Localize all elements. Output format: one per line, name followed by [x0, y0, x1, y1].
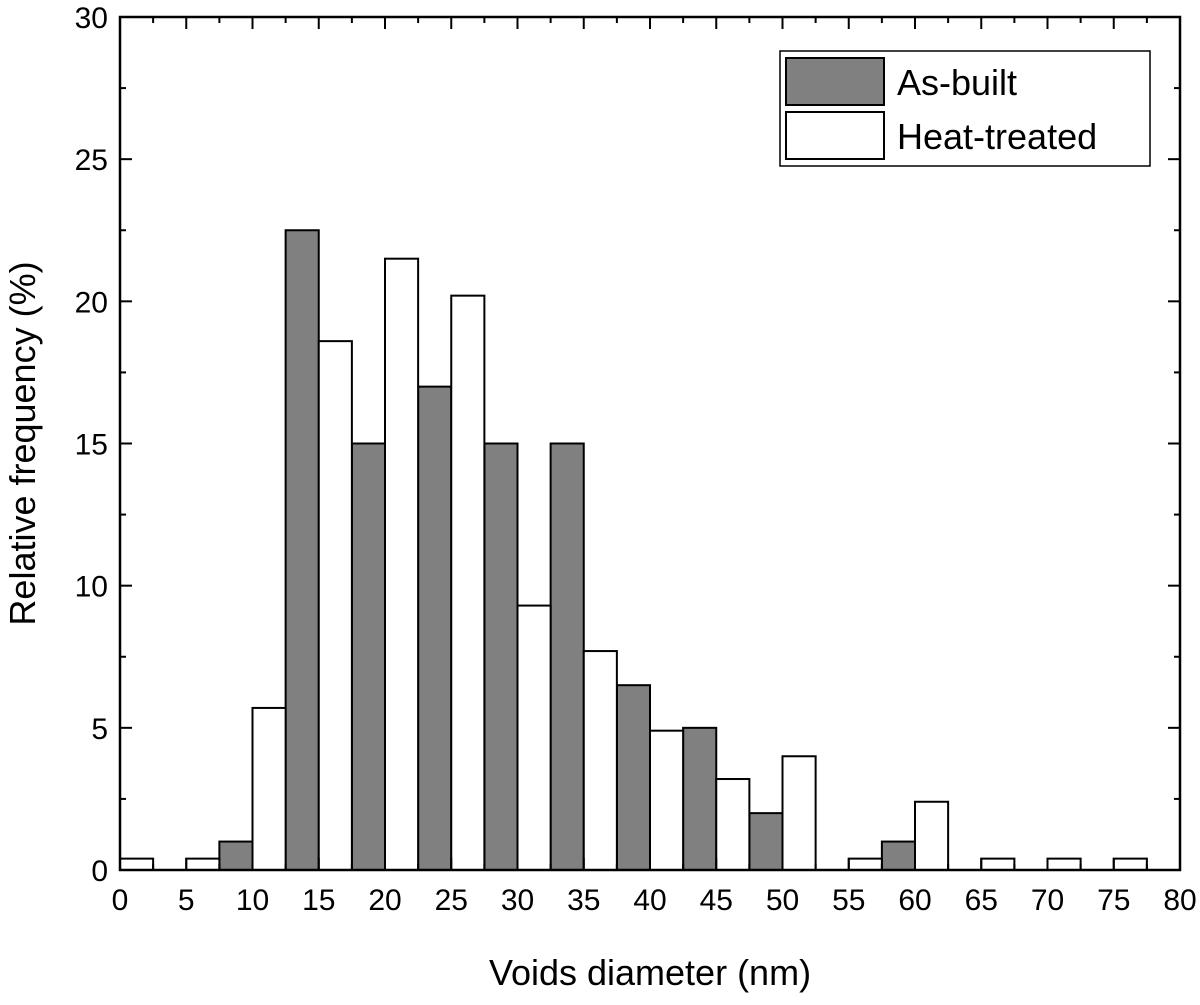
y-tick-label: 15	[75, 429, 108, 462]
bar-as-built	[350, 442, 386, 871]
legend-label-as-built: As-built	[897, 62, 1017, 103]
bar-as-built	[682, 726, 718, 871]
legend: As-built Heat-treated	[779, 50, 1151, 167]
x-tick-label: 55	[832, 884, 865, 917]
tick-labels-layer: 0 5 10 15 20 25 30 35 40 45 50 55 60 65 70 75 80 0 5 10 15 20…	[75, 2, 1197, 917]
bar-as-built	[284, 229, 320, 871]
bars-layer	[119, 229, 1148, 872]
bar-heat-treated	[1046, 857, 1082, 871]
bar-heat-treated	[317, 340, 353, 871]
x-tick-label: 45	[700, 884, 733, 917]
y-tick-label: 0	[91, 855, 108, 888]
bar-heat-treated	[980, 857, 1016, 871]
bar-heat-treated	[914, 800, 950, 872]
y-tick-label: 30	[75, 2, 108, 35]
bar-as-built	[218, 840, 254, 871]
x-tick-label: 5	[178, 884, 195, 917]
bar-as-built	[417, 385, 453, 871]
x-tick-label: 60	[898, 884, 931, 917]
bar-as-built	[748, 812, 784, 872]
x-tick-label: 75	[1097, 884, 1130, 917]
bar-heat-treated	[450, 294, 486, 871]
bar-heat-treated	[185, 857, 221, 871]
x-tick-label: 65	[965, 884, 998, 917]
bar-as-built	[615, 684, 651, 872]
bar-heat-treated	[847, 857, 883, 871]
y-tick-label: 10	[75, 571, 108, 604]
bar-heat-treated	[516, 604, 552, 871]
y-tick-label: 25	[75, 144, 108, 177]
y-axis-title: Relative frequency (%)	[2, 261, 43, 625]
bar-heat-treated	[715, 778, 751, 871]
x-tick-label: 15	[302, 884, 335, 917]
bar-as-built	[483, 442, 519, 871]
bar-as-built	[549, 442, 585, 871]
bar-heat-treated	[384, 257, 420, 871]
x-tick-label: 30	[501, 884, 534, 917]
x-tick-label: 0	[112, 884, 129, 917]
y-tick-label: 5	[91, 713, 108, 746]
bar-heat-treated	[649, 729, 685, 872]
y-tick-label: 20	[75, 286, 108, 319]
bar-heat-treated	[119, 857, 155, 871]
bar-heat-treated	[582, 650, 618, 872]
x-tick-label: 40	[633, 884, 666, 917]
x-tick-label: 20	[368, 884, 401, 917]
x-tick-label: 50	[766, 884, 799, 917]
x-axis-title: Voids diameter (nm)	[489, 952, 811, 993]
x-tick-label: 10	[236, 884, 269, 917]
legend-label-heat-treated: Heat-treated	[897, 116, 1097, 157]
bar-heat-treated	[1112, 857, 1148, 871]
x-tick-label: 70	[1031, 884, 1064, 917]
bar-as-built	[880, 840, 916, 871]
x-tick-label: 35	[567, 884, 600, 917]
bar-heat-treated	[251, 706, 287, 871]
ticks-layer	[119, 16, 1181, 871]
legend-swatch-heat-treated	[785, 111, 885, 160]
x-tick-label: 80	[1163, 884, 1196, 917]
legend-swatch-as-built	[785, 57, 885, 106]
bar-heat-treated	[781, 755, 817, 871]
x-tick-label: 25	[435, 884, 468, 917]
